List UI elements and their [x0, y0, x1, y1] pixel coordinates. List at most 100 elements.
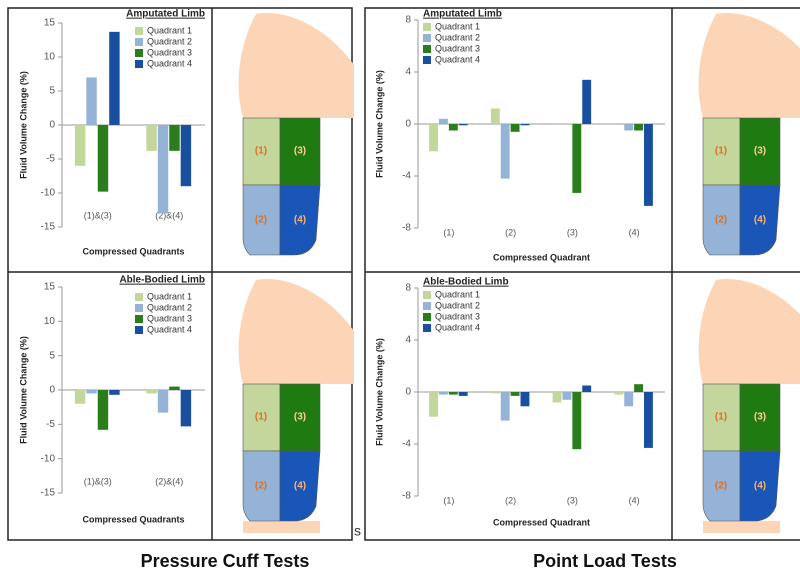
- quadrant-label: (3): [294, 146, 306, 157]
- bar: [169, 386, 180, 390]
- limb-skin: [698, 279, 800, 384]
- legend-swatch: [423, 313, 431, 321]
- legend-label: Quadrant 2: [435, 300, 480, 310]
- y-tick-label: 8: [405, 15, 411, 26]
- y-tick-label: 0: [49, 385, 55, 396]
- quadrant-2: [242, 184, 281, 256]
- bar: [97, 125, 109, 192]
- bar: [146, 390, 157, 394]
- quadrant-label: (3): [294, 412, 306, 423]
- y-tick-label: -15: [41, 488, 56, 499]
- x-tick-label: (4): [629, 495, 640, 505]
- quadrant-label: (2): [255, 481, 267, 492]
- limb-diagram: (1) (2) (3) (4): [238, 13, 354, 256]
- bar: [438, 118, 448, 124]
- legend-swatch: [135, 304, 143, 312]
- quadrant-4: [739, 184, 781, 256]
- y-axis-label: Fluid Volume Change (%): [18, 71, 28, 179]
- x-tick-label: (2): [505, 227, 516, 237]
- bar: [562, 392, 572, 400]
- limb-skin: [698, 13, 800, 118]
- bar: [157, 125, 169, 214]
- bar: [490, 108, 500, 124]
- bar: [86, 390, 97, 394]
- quadrant-4: [739, 450, 781, 522]
- chart-title: Amputated Limb: [126, 9, 205, 20]
- bar: [510, 124, 520, 132]
- bar: [146, 125, 157, 151]
- quadrant-label: (1): [715, 146, 727, 157]
- legend-label: Quadrant 2: [147, 36, 192, 46]
- y-tick-label: -4: [402, 439, 411, 450]
- y-tick-label: 15: [44, 282, 56, 293]
- y-tick-label: -5: [46, 154, 55, 165]
- left-panel-border: [7, 7, 353, 541]
- bar: [429, 392, 438, 417]
- legend-label: Quadrant 1: [147, 291, 192, 301]
- x-tick-label: (2)&(4): [155, 476, 183, 486]
- bar: [458, 392, 468, 396]
- quadrant-label: (2): [715, 481, 727, 492]
- bar: [169, 125, 180, 151]
- limb-diagram: (1) (2) (3) (4): [698, 279, 800, 533]
- legend-swatch: [135, 326, 143, 334]
- legend-swatch: [135, 315, 143, 323]
- y-tick-label: 4: [405, 67, 411, 78]
- quadrant-1: [702, 383, 741, 452]
- bar: [458, 124, 468, 126]
- bar: [582, 385, 592, 392]
- legend-swatch: [135, 60, 143, 68]
- chart-title: Able-Bodied Limb: [119, 275, 205, 286]
- y-tick-label: 0: [405, 119, 411, 130]
- bar: [490, 392, 500, 394]
- quadrant-label: (1): [255, 146, 267, 157]
- bar: [510, 392, 520, 396]
- x-tick-label: (4): [629, 227, 640, 237]
- quadrant-1: [242, 117, 281, 186]
- limb-skin: [243, 521, 320, 533]
- bar: [624, 392, 634, 407]
- y-axis-label: Fluid Volume Change (%): [374, 338, 384, 446]
- x-tick-label: (1): [443, 227, 454, 237]
- bar: [74, 125, 86, 166]
- legend-label: Quadrant 3: [435, 311, 480, 321]
- quadrant-label: (4): [754, 481, 766, 492]
- quadrant-label: (3): [754, 412, 766, 423]
- legend-swatch: [135, 38, 143, 46]
- annotation: s: [354, 523, 361, 539]
- x-axis-label: Compressed Quadrants: [82, 514, 184, 524]
- y-tick-label: 15: [44, 18, 56, 29]
- panel-title: Pressure Cuff Tests: [141, 551, 310, 571]
- right-panel-border: [364, 7, 800, 541]
- x-axis-label: Compressed Quadrants: [82, 246, 184, 256]
- bar: [614, 392, 624, 395]
- quadrant-2: [702, 450, 741, 522]
- x-tick-label: (3): [567, 227, 578, 237]
- y-tick-label: -4: [402, 171, 411, 182]
- quadrant-label: (3): [754, 146, 766, 157]
- bar: [500, 392, 510, 421]
- x-tick-label: (2): [505, 495, 516, 505]
- y-tick-label: 5: [49, 350, 55, 361]
- x-tick-label: (1)&(3): [84, 476, 112, 486]
- legend-label: Quadrant 4: [435, 54, 480, 64]
- bar: [520, 124, 530, 126]
- quadrant-2: [702, 184, 741, 256]
- bar: [644, 124, 653, 206]
- x-tick-label: (1)&(3): [84, 210, 112, 220]
- y-axis-label: Fluid Volume Change (%): [374, 70, 384, 178]
- bar: [634, 124, 644, 131]
- limb-diagram: (1) (2) (3) (4): [238, 279, 354, 533]
- legend-swatch: [423, 45, 431, 53]
- quadrant-label: (1): [255, 412, 267, 423]
- y-tick-label: 10: [44, 316, 56, 327]
- legend-swatch: [423, 56, 431, 64]
- y-tick-label: -15: [41, 222, 56, 233]
- bar: [448, 124, 458, 131]
- legend-label: Quadrant 2: [435, 32, 480, 42]
- quadrant-3: [739, 383, 781, 452]
- legend-swatch: [423, 23, 431, 31]
- y-tick-label: -5: [46, 419, 55, 430]
- limb-diagram: (1) (2) (3) (4): [698, 13, 800, 256]
- legend-swatch: [135, 27, 143, 35]
